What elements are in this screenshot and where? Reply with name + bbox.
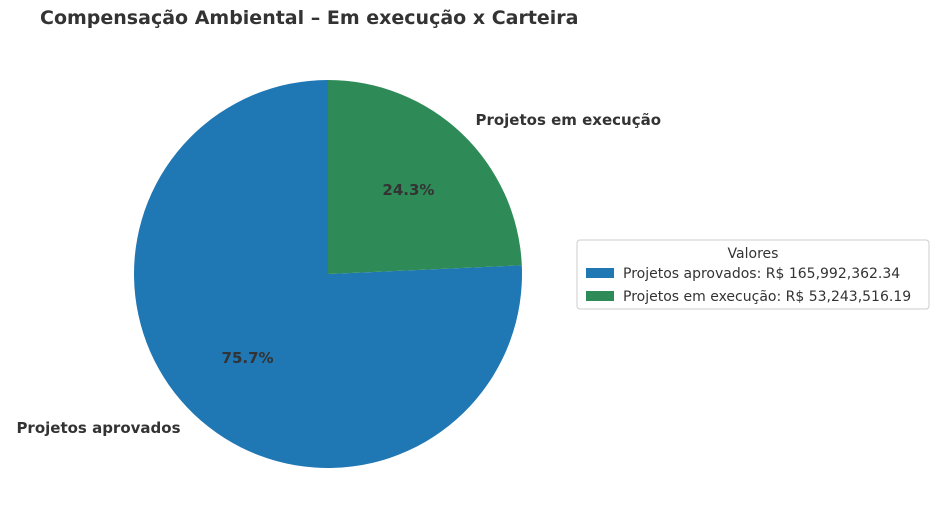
legend-swatch (586, 268, 614, 278)
chart-title: Compensação Ambiental – Em execução x Ca… (40, 7, 579, 29)
pie-labels: 75.7% Projetos aprovados 24.3% Projetos em … (16, 111, 661, 437)
legend-title: Valores (728, 246, 779, 262)
legend-entry: Projetos aprovados: R$ 165,992,362.34 (623, 266, 900, 282)
slice-label: Projetos em execução (475, 111, 661, 129)
legend-box (576, 239, 930, 310)
pie-slice (328, 80, 522, 274)
legend-entry: Projetos em execução: R$ 53,243,516.19 (623, 289, 911, 305)
slice-label: Projetos aprovados (16, 419, 180, 437)
slice-percent-label: 75.7% (222, 349, 274, 367)
legend-items: Projetos aprovados: R$ 165,992,362.34 Pro… (586, 266, 911, 305)
legend-swatch (586, 291, 614, 301)
legend: Valores Projetos aprovados: R$ 165,992,3… (576, 239, 930, 310)
slice-percent-label: 24.3% (382, 181, 434, 199)
pie-slices (133, 80, 522, 469)
